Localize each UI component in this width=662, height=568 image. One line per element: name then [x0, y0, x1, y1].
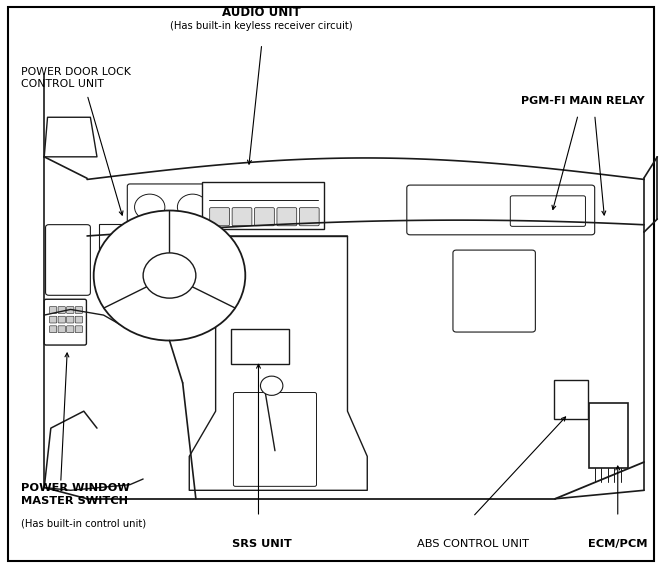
- FancyBboxPatch shape: [67, 316, 74, 323]
- FancyBboxPatch shape: [299, 208, 319, 226]
- Text: POWER DOOR LOCK
CONTROL UNIT: POWER DOOR LOCK CONTROL UNIT: [21, 66, 131, 89]
- FancyBboxPatch shape: [50, 307, 57, 314]
- FancyBboxPatch shape: [44, 299, 87, 345]
- FancyBboxPatch shape: [46, 225, 91, 295]
- FancyBboxPatch shape: [58, 326, 66, 333]
- FancyBboxPatch shape: [67, 307, 74, 314]
- FancyBboxPatch shape: [58, 316, 66, 323]
- Circle shape: [260, 376, 283, 395]
- FancyBboxPatch shape: [589, 403, 628, 467]
- FancyBboxPatch shape: [234, 392, 316, 486]
- FancyBboxPatch shape: [232, 208, 252, 226]
- FancyBboxPatch shape: [210, 208, 230, 226]
- FancyBboxPatch shape: [277, 208, 297, 226]
- Circle shape: [143, 253, 196, 298]
- FancyBboxPatch shape: [50, 316, 57, 323]
- Text: SRS UNIT: SRS UNIT: [232, 538, 292, 549]
- FancyBboxPatch shape: [254, 208, 274, 226]
- FancyBboxPatch shape: [453, 250, 536, 332]
- Text: AUDIO UNIT: AUDIO UNIT: [222, 6, 301, 19]
- Text: (Has built-in keyless receiver circuit): (Has built-in keyless receiver circuit): [171, 21, 353, 31]
- FancyBboxPatch shape: [203, 182, 324, 228]
- Circle shape: [134, 194, 165, 220]
- Text: ECM/PCM: ECM/PCM: [588, 538, 647, 549]
- FancyBboxPatch shape: [554, 380, 588, 419]
- FancyBboxPatch shape: [231, 329, 289, 364]
- Circle shape: [94, 211, 246, 341]
- FancyBboxPatch shape: [67, 326, 74, 333]
- FancyBboxPatch shape: [510, 196, 585, 226]
- Text: POWER WINDOW
MASTER SWITCH: POWER WINDOW MASTER SWITCH: [21, 483, 130, 506]
- Text: ABS CONTROL UNIT: ABS CONTROL UNIT: [417, 538, 529, 549]
- FancyBboxPatch shape: [58, 307, 66, 314]
- FancyBboxPatch shape: [99, 224, 128, 257]
- FancyBboxPatch shape: [127, 184, 215, 231]
- FancyBboxPatch shape: [50, 326, 57, 333]
- Text: (Has built-in control unit): (Has built-in control unit): [21, 518, 146, 528]
- Circle shape: [177, 194, 208, 220]
- Text: PGM-FI MAIN RELAY: PGM-FI MAIN RELAY: [520, 96, 644, 106]
- FancyBboxPatch shape: [75, 316, 83, 323]
- FancyBboxPatch shape: [75, 326, 83, 333]
- FancyBboxPatch shape: [407, 185, 594, 235]
- FancyBboxPatch shape: [75, 307, 83, 314]
